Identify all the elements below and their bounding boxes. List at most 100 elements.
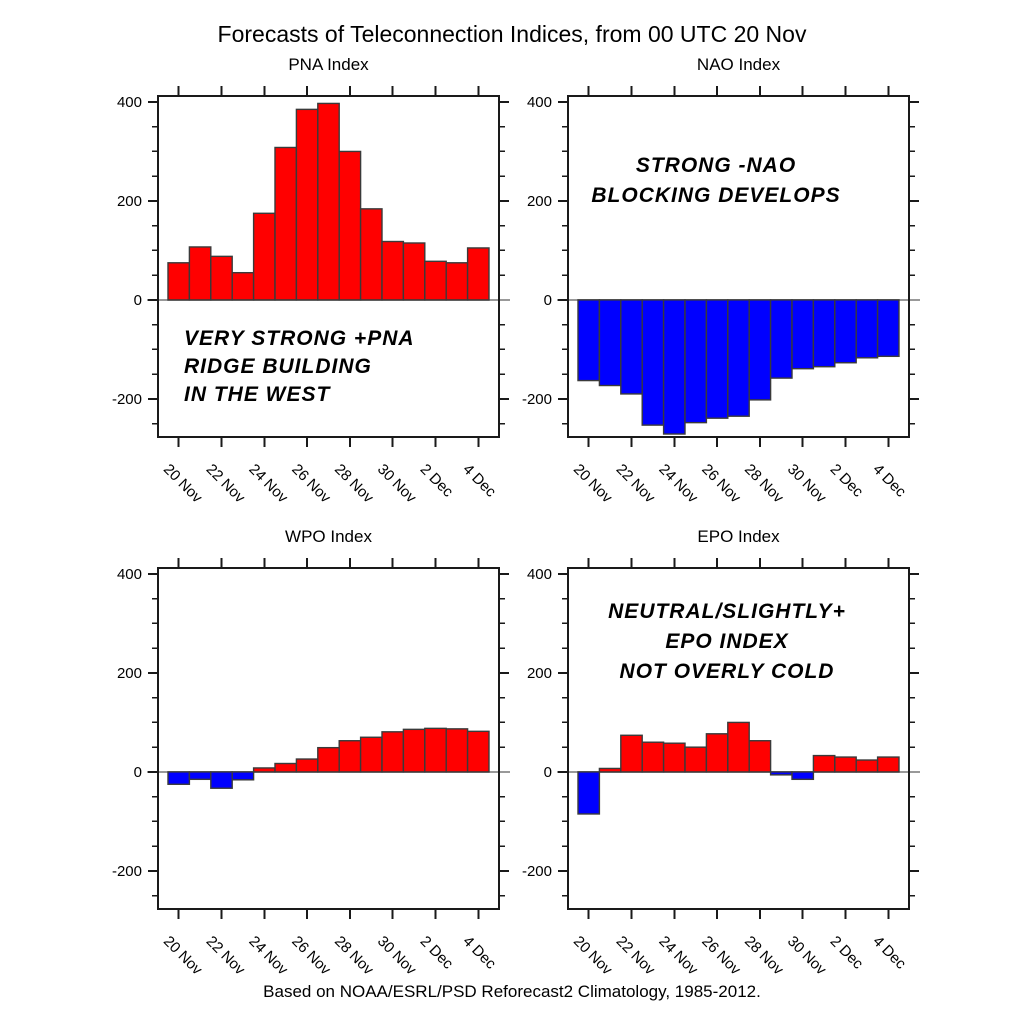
x-tick-label-2-dec: 2 Dec <box>417 933 457 973</box>
y-tick-label-400: 400 <box>117 94 142 111</box>
y-tick-label-0: 0 <box>544 764 552 781</box>
bar-21-nov <box>598 767 622 773</box>
y-tick-label-200: 200 <box>117 665 142 682</box>
bar-4-dec <box>466 730 490 773</box>
bar-24-nov <box>662 742 686 773</box>
bar-30-nov <box>791 771 815 781</box>
bar-4-dec <box>876 756 900 773</box>
bar-20-nov <box>577 299 601 382</box>
x-tick-label-20-nov: 20 Nov <box>160 461 206 507</box>
bar-27-nov <box>727 299 750 417</box>
x-tick-label-26-nov: 26 Nov <box>288 933 334 979</box>
bar-26-nov <box>295 108 319 301</box>
x-tick-label-30-nov: 30 Nov <box>374 933 420 979</box>
plot-frame <box>157 95 500 438</box>
bar-28-nov <box>748 740 772 773</box>
x-tick-label-28-nov: 28 Nov <box>331 933 377 979</box>
bar-22-nov <box>210 771 233 789</box>
y-tick-label--200: -200 <box>522 391 552 408</box>
bar-30-nov <box>381 240 405 301</box>
bar-26-nov <box>295 758 319 773</box>
bar-29-nov <box>359 208 383 301</box>
y-tick-label--200: -200 <box>112 391 142 408</box>
x-tick-label-24-nov: 24 Nov <box>655 461 701 507</box>
bar-1-dec <box>402 242 426 301</box>
x-tick-label-4-dec: 4 Dec <box>459 461 499 501</box>
bar-26-nov <box>705 733 729 773</box>
y-tick-label-400: 400 <box>527 566 552 583</box>
figure-footer: Based on NOAA/ESRL/PSD Reforecast2 Clima… <box>263 982 761 1001</box>
bar-3-dec <box>445 262 469 301</box>
bar-23-nov <box>231 771 255 781</box>
bar-30-nov <box>381 731 405 773</box>
bar-29-nov <box>769 771 793 776</box>
annotation-pna: VERY STRONG +PNA RIDGE BUILDING IN THE W… <box>184 325 415 409</box>
bar-4-dec <box>466 247 490 301</box>
y-tick-label-0: 0 <box>134 764 142 781</box>
bar-21-nov <box>188 246 212 301</box>
annotation-epo: NEUTRAL/SLIGHTLY+ EPO INDEX NOT OVERLY C… <box>557 597 897 687</box>
x-tick-label-4-dec: 4 Dec <box>869 933 909 973</box>
x-tick-label-26-nov: 26 Nov <box>698 461 744 507</box>
bar-1-dec <box>812 754 836 773</box>
bar-1-dec <box>402 728 426 773</box>
bar-4-dec <box>876 299 900 358</box>
y-tick-label-200: 200 <box>117 193 142 210</box>
panel-title-wpo: WPO Index <box>285 527 372 546</box>
bar-29-nov <box>359 736 383 773</box>
x-tick-label-22-nov: 22 Nov <box>203 461 249 507</box>
x-tick-label-22-nov: 22 Nov <box>613 461 659 507</box>
bar-23-nov <box>641 741 665 773</box>
plot-frame <box>157 567 500 910</box>
y-tick-label-200: 200 <box>527 193 552 210</box>
annotation-line: BLOCKING DEVELOPS <box>591 184 841 207</box>
bar-24-nov <box>252 767 276 773</box>
bar-3-dec <box>855 759 879 773</box>
x-tick-label-2-dec: 2 Dec <box>827 461 867 501</box>
annotation-line: NOT OVERLY COLD <box>619 660 835 683</box>
plot-frame <box>567 567 910 910</box>
y-tick-label--200: -200 <box>112 863 142 880</box>
bar-25-nov <box>684 299 708 424</box>
bar-25-nov <box>684 746 708 773</box>
x-tick-label-2-dec: 2 Dec <box>827 933 867 973</box>
x-tick-label-30-nov: 30 Nov <box>784 461 830 507</box>
x-tick-label-30-nov: 30 Nov <box>374 461 420 507</box>
bar-2-dec <box>834 756 857 773</box>
x-tick-label-24-nov: 24 Nov <box>245 461 291 507</box>
bar-24-nov <box>252 212 276 301</box>
annotation-line: IN THE WEST <box>184 383 331 406</box>
bar-2-dec <box>834 299 857 364</box>
bar-29-nov <box>769 299 793 379</box>
x-tick-label-20-nov: 20 Nov <box>570 461 616 507</box>
bar-20-nov <box>167 262 191 301</box>
bar-30-nov <box>791 299 815 370</box>
bar-27-nov <box>317 102 340 301</box>
bar-20-nov <box>577 771 601 815</box>
annotation-line: VERY STRONG +PNA <box>184 327 415 350</box>
annotation-nao: STRONG -NAO BLOCKING DEVELOPS <box>545 151 887 211</box>
figure-title: Forecasts of Teleconnection Indices, fro… <box>217 21 807 47</box>
annotation-line: STRONG -NAO <box>635 154 797 177</box>
x-tick-label-22-nov: 22 Nov <box>203 933 249 979</box>
bar-1-dec <box>812 299 836 368</box>
x-tick-label-26-nov: 26 Nov <box>288 461 334 507</box>
bar-20-nov <box>167 771 191 785</box>
x-tick-label-30-nov: 30 Nov <box>784 933 830 979</box>
x-tick-label-24-nov: 24 Nov <box>245 933 291 979</box>
x-tick-label-20-nov: 20 Nov <box>570 933 616 979</box>
y-tick-label-400: 400 <box>527 94 552 111</box>
bar-23-nov <box>641 299 665 426</box>
bar-27-nov <box>317 746 340 773</box>
annotation-line: NEUTRAL/SLIGHTLY+ <box>608 600 846 623</box>
x-tick-label-20-nov: 20 Nov <box>160 933 206 979</box>
x-tick-label-22-nov: 22 Nov <box>613 933 659 979</box>
panel-title-nao: NAO Index <box>696 55 781 74</box>
bar-2-dec <box>424 260 447 301</box>
bar-28-nov <box>338 740 362 773</box>
bar-26-nov <box>705 299 729 419</box>
bar-21-nov <box>598 299 622 387</box>
